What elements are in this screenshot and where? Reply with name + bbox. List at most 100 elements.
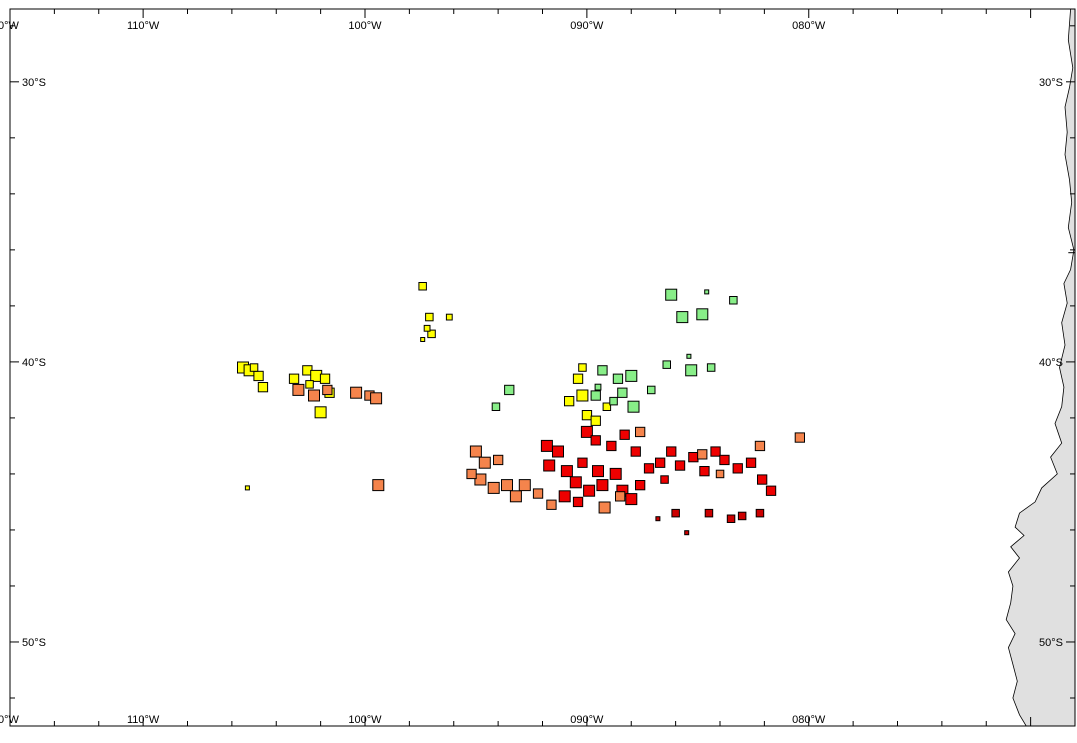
marker-red (577, 457, 588, 468)
marker-red (757, 474, 768, 485)
map-background (10, 9, 1075, 726)
marker-yellow (319, 373, 331, 384)
marker-yellow (257, 382, 269, 393)
marker-orange (501, 479, 513, 492)
marker-red (580, 425, 593, 438)
marker-orange (532, 488, 544, 499)
marker-red (660, 475, 669, 484)
marker-green (627, 400, 640, 413)
marker-red (643, 463, 655, 474)
marker-green (729, 296, 738, 305)
lon-label-top: 100°W (348, 20, 382, 32)
marker-green (617, 387, 628, 398)
marker-red (745, 457, 757, 468)
marker-red (558, 490, 571, 503)
marker-green (685, 364, 698, 377)
marker-orange (350, 386, 363, 399)
marker-orange (546, 499, 557, 510)
marker-green (704, 289, 710, 295)
marker-red (655, 457, 666, 468)
marker-orange (794, 432, 806, 443)
marker-orange (308, 389, 320, 402)
marker-green (625, 369, 638, 382)
lon-label-top: 110°W (127, 20, 160, 32)
marker-green (590, 390, 601, 401)
marker-red (625, 493, 638, 506)
marker-orange (478, 456, 491, 469)
marker-darkred (684, 530, 690, 536)
marker-yellow (572, 373, 584, 384)
marker-yellow (314, 406, 327, 419)
marker-green (597, 365, 608, 376)
marker-yellow (249, 363, 259, 372)
marker-red (596, 479, 609, 492)
lon-label-top: 080°W (792, 20, 826, 32)
marker-yellow (590, 415, 601, 426)
marker-yellow (427, 329, 436, 339)
marker-orange (370, 392, 383, 405)
marker-red (590, 435, 601, 446)
marker-orange (292, 383, 305, 396)
marker-orange (466, 468, 477, 480)
marker-green (612, 373, 624, 384)
marker-orange (518, 479, 531, 492)
marker-red (699, 466, 710, 477)
lat-label-left: 50°S (22, 637, 46, 649)
marker-orange (322, 384, 333, 396)
marker-orange (615, 491, 626, 502)
lat-label-left: 40°S (22, 357, 46, 369)
marker-orange (697, 449, 708, 460)
marker-red (688, 452, 699, 463)
marker-red (569, 476, 582, 489)
marker-darkred (655, 516, 661, 522)
marker-yellow (423, 324, 431, 332)
marker-yellow (578, 363, 587, 372)
marker-red (732, 463, 743, 474)
marker-orange (474, 473, 487, 486)
lat-label-left: 30°S (22, 77, 46, 89)
marker-red (630, 446, 641, 457)
marker-yellow (418, 282, 427, 291)
marker-green (676, 311, 689, 324)
land-area (1005, 8, 1076, 727)
marker-yellow (581, 410, 593, 421)
marker-green (594, 383, 602, 391)
lat-label-right: 40°S (1039, 357, 1063, 369)
graticule-ticks (9, 9, 1076, 726)
marker-orange (715, 469, 725, 479)
marker-orange (493, 454, 504, 466)
marker-green (696, 308, 709, 321)
marker-orange (469, 445, 482, 458)
lon-label-bottom: 100°W (348, 714, 382, 726)
marker-yellow (602, 402, 612, 411)
marker-red (540, 439, 553, 452)
land-layer (1005, 8, 1076, 727)
marker-red (560, 465, 573, 478)
marker-yellow (288, 373, 300, 384)
marker-red (635, 480, 646, 491)
lon-label-bottom: 080°W (792, 714, 826, 726)
marker-red (666, 446, 677, 457)
lon-label-bottom: 110°W (127, 714, 160, 726)
marker-red (765, 485, 777, 496)
lat-label-right: 30°S (1039, 77, 1063, 89)
marker-green (706, 363, 716, 372)
lon-label-top: 090°W (570, 20, 604, 32)
marker-darkred (726, 514, 736, 523)
marker-red (719, 454, 730, 466)
marker-orange (509, 490, 522, 503)
marker-yellow (420, 337, 426, 342)
marker-darkred (704, 508, 714, 518)
marker-yellow (564, 396, 575, 407)
marker-yellow (253, 370, 264, 382)
map-frame (9, 8, 1076, 727)
marker-red (543, 459, 556, 472)
marker-green (647, 385, 656, 395)
lon-label-bottom: 090°W (570, 714, 604, 726)
marker-layer (237, 282, 806, 536)
marker-green (609, 396, 618, 406)
marker-red (619, 429, 630, 440)
marker-orange (372, 479, 385, 492)
marker-orange (635, 426, 646, 438)
